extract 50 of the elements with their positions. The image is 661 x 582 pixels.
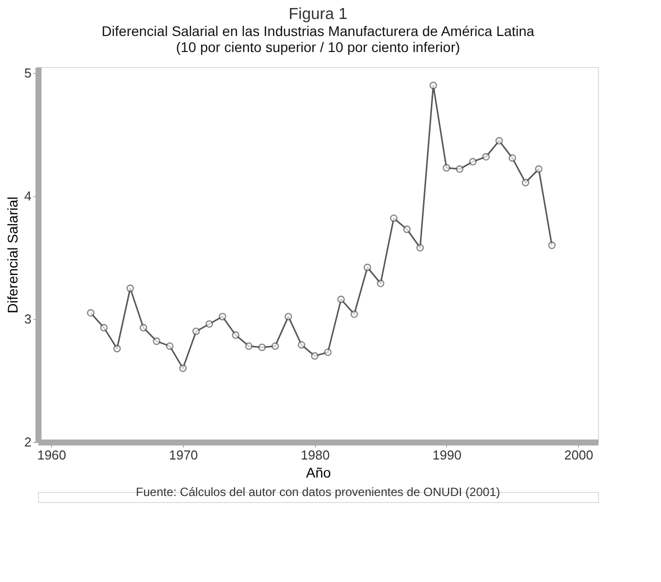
y-tick-label: 3	[24, 312, 32, 327]
point	[430, 82, 438, 90]
point	[179, 364, 187, 372]
point	[350, 310, 358, 318]
point	[245, 342, 253, 350]
point	[232, 331, 240, 339]
point	[522, 178, 530, 186]
point	[482, 153, 490, 161]
y-tick-label: 2	[24, 434, 32, 450]
point	[403, 226, 411, 234]
chart-title: Figura 1	[288, 6, 348, 23]
point	[548, 242, 556, 250]
x-tick-label: 1970	[168, 448, 198, 462]
point	[364, 264, 372, 272]
point	[86, 309, 94, 317]
point	[113, 344, 121, 352]
x-tick-label: 2000	[564, 448, 594, 462]
source-note: Fuente: Cálculos del autor con datos provenientes de ONUDI (2001)	[136, 485, 500, 499]
point	[271, 342, 279, 350]
point	[166, 342, 174, 350]
point	[416, 244, 424, 252]
point	[284, 312, 292, 320]
point	[126, 284, 134, 292]
point	[534, 165, 542, 173]
point	[218, 312, 226, 320]
y-tick-label: 4	[24, 188, 32, 204]
point	[508, 154, 516, 162]
x-tick-label: 1990	[432, 448, 462, 462]
y-axis-title: Diferencial Salarial	[4, 196, 20, 314]
point	[376, 280, 384, 288]
x-axis-title: Año	[306, 464, 332, 480]
point	[495, 137, 503, 145]
point	[258, 344, 266, 352]
x-tick-label: 1980	[300, 448, 330, 462]
point	[337, 296, 345, 304]
chart-subtitle: Diferencial Salarial en las Industrias Manufacturera de América Latina (10 por ciento superior / 10 por ciento inferior)	[102, 23, 535, 55]
point	[206, 320, 214, 328]
point	[192, 328, 200, 336]
point	[140, 324, 148, 332]
point	[100, 324, 108, 332]
point	[442, 164, 450, 172]
point	[324, 348, 332, 356]
point	[469, 158, 477, 166]
point	[298, 341, 306, 349]
y-tick-label: 5	[24, 66, 32, 81]
point	[152, 337, 160, 345]
x-tick-label: 1960	[37, 448, 66, 462]
point	[390, 214, 398, 222]
point	[456, 165, 464, 173]
point	[310, 352, 318, 360]
